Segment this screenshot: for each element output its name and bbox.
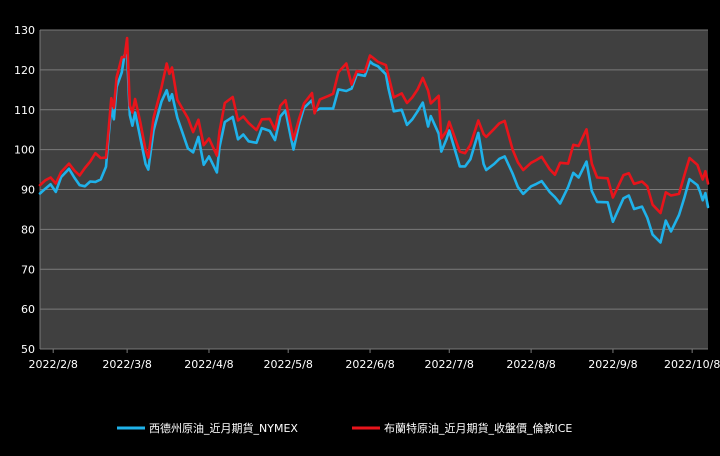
x-axis: 2022/2/8 2022/3/8 2022/4/8 2022/5/8 2022/6/8…: [28, 348, 720, 371]
y-tick-label: 90: [21, 184, 35, 197]
y-tick-label: 120: [14, 64, 35, 77]
x-tick-label: 2022/8/8: [506, 358, 555, 371]
x-tick-label: 2022/2/8: [28, 358, 77, 371]
y-tick-label: 80: [21, 223, 35, 236]
y-tick-label: 110: [14, 104, 35, 117]
y-tick-label: 60: [21, 303, 35, 316]
legend: 西德州原油_近月期貨_NYMEX 布蘭特原油_近月期貨_收盤價_倫敦ICE: [117, 421, 572, 435]
y-tick-label: 100: [14, 144, 35, 157]
y-tick-label: 70: [21, 263, 35, 276]
x-tick-label: 2022/6/8: [345, 358, 394, 371]
x-tick-label: 2022/7/8: [425, 358, 474, 371]
legend-label: 布蘭特原油_近月期貨_收盤價_倫敦ICE: [384, 421, 572, 435]
y-axis: 50 60 70 80 90 100 110 120 130: [14, 24, 41, 356]
x-tick-label: 2022/9/8: [588, 358, 637, 371]
x-tick-label: 2022/5/8: [263, 358, 312, 371]
x-tick-label: 2022/10/8: [664, 358, 720, 371]
legend-label: 西德州原油_近月期貨_NYMEX: [149, 421, 298, 435]
y-tick-label: 50: [21, 343, 35, 356]
series-line-1: [38, 53, 710, 244]
x-tick-label: 2022/3/8: [102, 358, 151, 371]
x-tick-label: 2022/4/8: [184, 358, 233, 371]
series-lines: [38, 36, 710, 244]
y-tick-label: 130: [14, 24, 35, 37]
series-line-2: [38, 36, 710, 215]
